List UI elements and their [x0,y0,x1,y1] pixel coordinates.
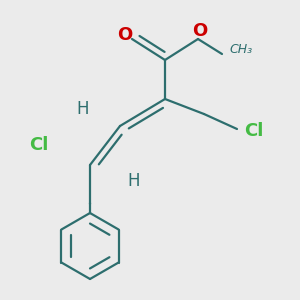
Text: CH₃: CH₃ [230,43,253,56]
Text: Cl: Cl [28,136,48,154]
Text: Cl: Cl [244,122,264,140]
Text: H: H [127,172,140,190]
Text: O: O [117,26,132,44]
Text: H: H [76,100,89,118]
Text: O: O [192,22,207,40]
